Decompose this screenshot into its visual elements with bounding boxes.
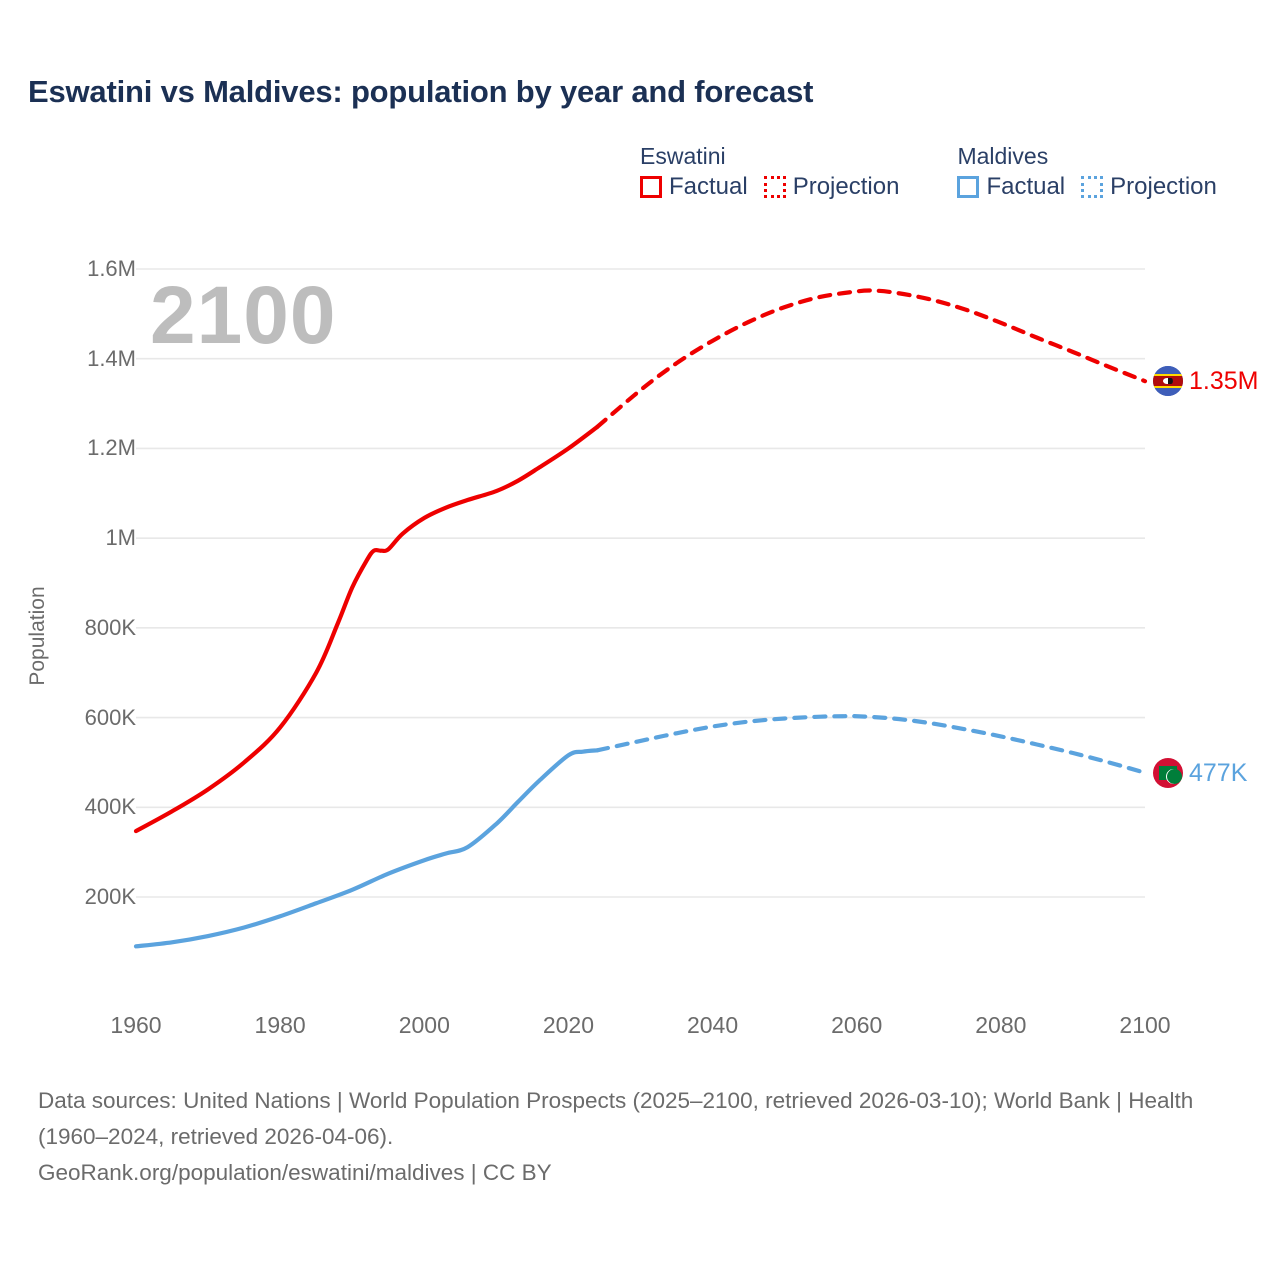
legend-group-maldives: Maldives Factual Projection <box>957 142 1217 200</box>
footer-line-1: Data sources: United Nations | World Pop… <box>38 1088 1053 1113</box>
x-tick-label: 2040 <box>686 1012 739 1038</box>
legend-label-maldives-factual: Factual <box>986 173 1066 200</box>
gridlines <box>136 268 1145 898</box>
x-tick-label: 2060 <box>831 1012 883 1038</box>
eswatini-flag-icon <box>1153 366 1183 397</box>
year-watermark: 2100 <box>150 270 337 361</box>
legend-group-eswatini: Eswatini Factual Projection <box>640 142 899 200</box>
legend-group-title-maldives: Maldives <box>957 143 1049 169</box>
y-tick-label: 1.2M <box>87 435 136 461</box>
x-tick-label: 2020 <box>542 1012 595 1038</box>
series-lines <box>133 288 1148 949</box>
end-label-eswatini: 1.35M <box>1153 366 1259 397</box>
end-value-eswatini: 1.35M <box>1189 367 1259 396</box>
x-tick-label: 2000 <box>398 1012 450 1038</box>
y-tick-label: 1M <box>105 525 136 551</box>
line-eswatini-projection <box>595 288 1148 429</box>
y-tick-label: 200K <box>84 884 136 909</box>
y-axis: 200K 400K 600K 800K 1M 1.2M 1.4M 1.6M <box>0 0 136 1280</box>
footer-line-3[interactable]: GeoRank.org/population/eswatini/maldives… <box>38 1160 552 1185</box>
legend-label-eswatini-factual: Factual <box>669 173 748 200</box>
page-title: Eswatini vs Maldives: population by year… <box>28 74 814 109</box>
end-value-maldives: 477K <box>1189 758 1248 787</box>
line-eswatini-factual <box>133 424 600 834</box>
footer-sources: Data sources: United Nations | World Pop… <box>38 1083 1238 1191</box>
line-maldives-factual <box>133 748 600 949</box>
legend-item-maldives-factual[interactable]: Factual <box>957 174 1065 200</box>
footer-line-2: Bank | Health (1960–2024, retrieved 2026… <box>38 1088 1194 1149</box>
legend-swatch-solid-icon <box>957 176 980 198</box>
end-label-maldives: 477K <box>1153 757 1248 788</box>
x-tick-label: 2100 <box>1119 1012 1171 1038</box>
x-tick-label: 1960 <box>110 1012 162 1038</box>
legend-label-maldives-projection: Projection <box>1110 173 1217 200</box>
chart-legend: Eswatini Factual Projection Maldives Fac… <box>640 142 1217 200</box>
y-tick-label: 600K <box>84 704 136 730</box>
legend-item-eswatini-factual[interactable]: Factual <box>640 174 748 200</box>
legend-swatch-dotted-icon <box>1081 176 1104 198</box>
legend-item-maldives-projection[interactable]: Projection <box>1081 174 1217 200</box>
x-tick-label: 1980 <box>254 1012 306 1038</box>
legend-swatch-solid-icon <box>640 176 662 198</box>
y-tick-label: 1.4M <box>87 345 136 371</box>
legend-item-eswatini-projection[interactable]: Projection <box>763 173 900 200</box>
x-tick-label: 2080 <box>975 1012 1027 1038</box>
y-tick-label: 1.6M <box>87 256 136 281</box>
legend-group-title-eswatini: Eswatini <box>640 143 726 169</box>
legend-swatch-dotted-icon <box>763 176 786 198</box>
y-tick-label: 400K <box>84 794 136 820</box>
maldives-flag-icon <box>1153 757 1183 788</box>
legend-label-eswatini-projection: Projection <box>792 173 900 200</box>
y-axis-title: Population <box>26 586 49 686</box>
line-maldives-projection <box>595 713 1148 775</box>
y-tick-label: 800K <box>84 614 136 640</box>
